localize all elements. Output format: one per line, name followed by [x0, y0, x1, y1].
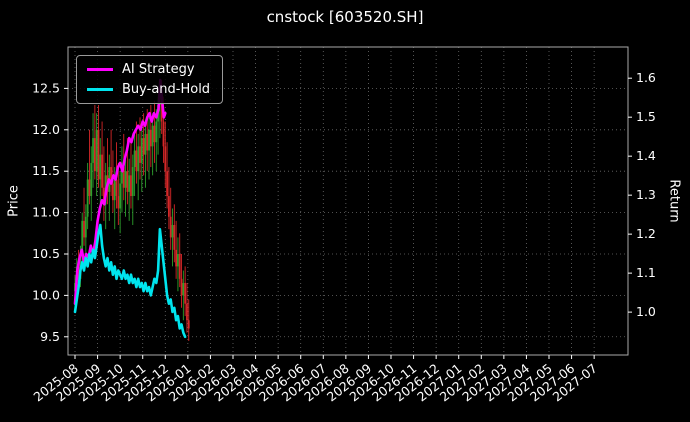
svg-text:1.3: 1.3 [636, 187, 656, 202]
svg-text:1.0: 1.0 [636, 304, 656, 319]
svg-text:9.5: 9.5 [40, 329, 60, 344]
series-line-buy-and-hold [73, 223, 187, 339]
svg-text:1.2: 1.2 [636, 226, 656, 241]
svg-text:12.5: 12.5 [32, 80, 60, 95]
axis-ticks-and-labels: 9.5 10.0 10.5 11.0 11.5 12.0 12.5 1.0 1.1 1.2 1.3 1… [30, 70, 655, 404]
svg-text:1.5: 1.5 [636, 109, 656, 124]
svg-text:11.5: 11.5 [32, 163, 60, 178]
plot-border [67, 46, 629, 356]
svg-text:12.0: 12.0 [32, 122, 60, 137]
svg-text:10.5: 10.5 [32, 246, 60, 261]
svg-text:1.4: 1.4 [636, 148, 656, 163]
svg-text:1.6: 1.6 [636, 70, 656, 85]
series-line-ai-strategy [73, 78, 167, 306]
legend-label-buy-and-hold: Buy-and-Hold [122, 82, 211, 97]
legend-item-buy-and-hold: Buy-and-Hold [87, 83, 210, 96]
legend: AI Strategy Buy-and-Hold [76, 55, 224, 104]
grid-lines [68, 47, 628, 355]
buy-and-hold-line-swatch [87, 88, 113, 91]
chart-title: cnstock [603520.SH] [266, 8, 424, 26]
legend-label-ai-strategy: AI Strategy [122, 62, 195, 77]
legend-item-ai-strategy: AI Strategy [87, 63, 210, 76]
svg-text:11.0: 11.0 [32, 205, 60, 220]
svg-text:10.0: 10.0 [32, 287, 60, 302]
ai-strategy-line-swatch [87, 68, 113, 71]
svg-text:1.1: 1.1 [636, 265, 656, 280]
